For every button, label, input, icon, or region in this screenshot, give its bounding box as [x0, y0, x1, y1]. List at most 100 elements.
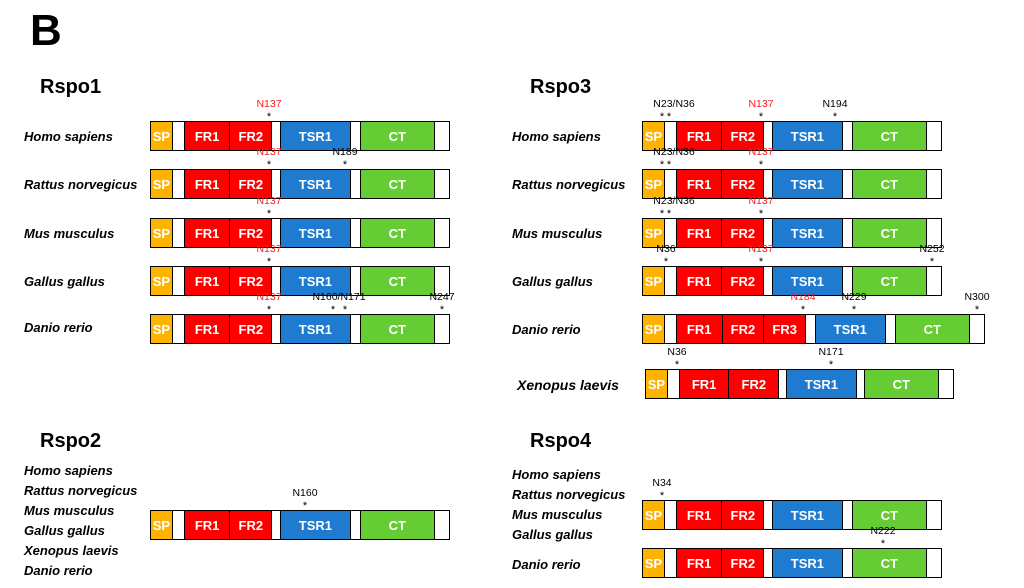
site-marker-asterisk: *: [663, 256, 669, 268]
domain-fr2: FR2: [722, 219, 765, 247]
domain-ct: CT: [895, 315, 971, 343]
domain-ct: CT: [360, 315, 436, 343]
protein-bar: SP FR1 FR2 TSR1 CT: [150, 121, 450, 151]
glycosylation-site-label: N300: [964, 291, 990, 303]
glycosylation-site-label: N137: [256, 146, 282, 158]
domain-ct: CT: [852, 170, 928, 198]
linker-segment: [664, 122, 677, 150]
domain-sp: SP: [151, 170, 173, 198]
species-label: Rattus norvegicus: [512, 487, 626, 502]
domain-tsr1: TSR1: [773, 501, 843, 529]
domain-ct: CT: [864, 370, 940, 398]
domain-sp: SP: [643, 219, 665, 247]
glycosylation-site-label: N36: [656, 243, 676, 255]
domain-ct: CT: [852, 549, 928, 577]
domain-tsr1: TSR1: [773, 122, 843, 150]
site-marker-asterisk: *: [302, 500, 308, 512]
group-title-rspo3: Rspo3: [530, 76, 592, 98]
domain-fr1: FR1: [184, 219, 231, 247]
domain-fr2: FR2: [230, 170, 273, 198]
species-label: Xenopus laevis: [517, 377, 619, 393]
panel-label: B: [30, 6, 62, 55]
site-marker-asterisk: *: [674, 359, 680, 371]
domain-ct: CT: [360, 511, 436, 539]
site-marker-asterisk: *: [659, 490, 665, 502]
site-marker-asterisk: *: [828, 359, 834, 371]
species-label: Gallus gallus: [24, 274, 105, 289]
glycosylation-site-label: N34: [652, 477, 672, 489]
glycosylation-site-label: N23/N36: [653, 98, 695, 110]
linker-segment: [172, 122, 185, 150]
site-marker-asterisk: *: [800, 304, 806, 316]
linker-segment: [842, 267, 853, 295]
linker-segment: [664, 315, 677, 343]
domain-fr1: FR1: [184, 267, 231, 295]
group-title-rspo1: Rspo1: [40, 76, 102, 98]
glycosylation-site-label: N137: [748, 195, 774, 207]
domain-ct: CT: [360, 267, 436, 295]
domain-sp: SP: [643, 501, 665, 529]
glycosylation-site-label: N194: [822, 98, 848, 110]
glycosylation-site-label: N222: [870, 525, 896, 537]
linker-segment: [350, 170, 361, 198]
species-label: Rattus norvegicus: [24, 483, 138, 498]
domain-tsr1: TSR1: [773, 549, 843, 577]
domain-tsr1: TSR1: [773, 219, 843, 247]
protein-bar: SP FR1 FR2 TSR1 CT: [642, 266, 942, 296]
species-label: Mus musculus: [512, 507, 603, 522]
glycosylation-site-label: N184: [790, 291, 816, 303]
linker-segment: [927, 501, 941, 529]
domain-tsr1: TSR1: [281, 219, 351, 247]
site-marker-asterisk: *: [342, 304, 348, 316]
species-label: Homo sapiens: [512, 129, 601, 144]
site-marker-asterisk: *: [659, 159, 665, 171]
domain-fr2: FR2: [722, 170, 765, 198]
domain-fr1: FR1: [679, 370, 730, 398]
species-label: Rattus norvegicus: [512, 177, 626, 192]
site-marker-asterisk: *: [758, 208, 764, 220]
domain-sp: SP: [151, 315, 173, 343]
site-marker-asterisk: *: [758, 111, 764, 123]
domain-ct: CT: [852, 267, 928, 295]
domain-fr1: FR1: [676, 315, 723, 343]
domain-sp: SP: [151, 122, 173, 150]
glycosylation-site-label: N160: [292, 487, 318, 499]
species-label: Homo sapiens: [24, 129, 113, 144]
species-label: Mus musculus: [512, 226, 603, 241]
protein-bar: SP FR1 FR2 TSR1 CT: [150, 218, 450, 248]
domain-sp: SP: [151, 267, 173, 295]
linker-segment: [664, 549, 677, 577]
domain-ct: CT: [852, 219, 928, 247]
linker-segment: [664, 501, 677, 529]
glycosylation-site-label: N23/N36: [653, 195, 695, 207]
linker-segment: [435, 170, 449, 198]
domain-tsr1: TSR1: [281, 315, 351, 343]
glycosylation-site-label: N247: [429, 291, 455, 303]
linker-segment: [272, 267, 282, 295]
domain-sp: SP: [643, 267, 665, 295]
domain-sp: SP: [643, 170, 665, 198]
domain-fr2: FR2: [230, 511, 273, 539]
site-marker-asterisk: *: [880, 538, 886, 550]
glycosylation-site-label: N137: [256, 195, 282, 207]
glycosylation-site-label: N137: [256, 98, 282, 110]
domain-ct: CT: [852, 501, 928, 529]
species-label: Mus musculus: [24, 226, 115, 241]
domain-fr2: FR2: [722, 315, 765, 343]
site-marker-asterisk: *: [758, 159, 764, 171]
glycosylation-site-label: N137: [256, 243, 282, 255]
site-marker-asterisk: *: [266, 304, 272, 316]
linker-segment: [842, 122, 853, 150]
linker-segment: [435, 315, 449, 343]
domain-fr2: FR2: [722, 549, 765, 577]
site-marker-asterisk: *: [666, 111, 672, 123]
site-marker-asterisk: *: [659, 111, 665, 123]
protein-bar: SP FR1 FR2 TSR1 CT: [645, 369, 954, 399]
linker-segment: [842, 170, 853, 198]
linker-segment: [350, 315, 361, 343]
linker-segment: [927, 122, 941, 150]
domain-tsr1: TSR1: [787, 370, 857, 398]
linker-segment: [350, 122, 361, 150]
linker-segment: [272, 122, 282, 150]
linker-segment: [939, 370, 953, 398]
